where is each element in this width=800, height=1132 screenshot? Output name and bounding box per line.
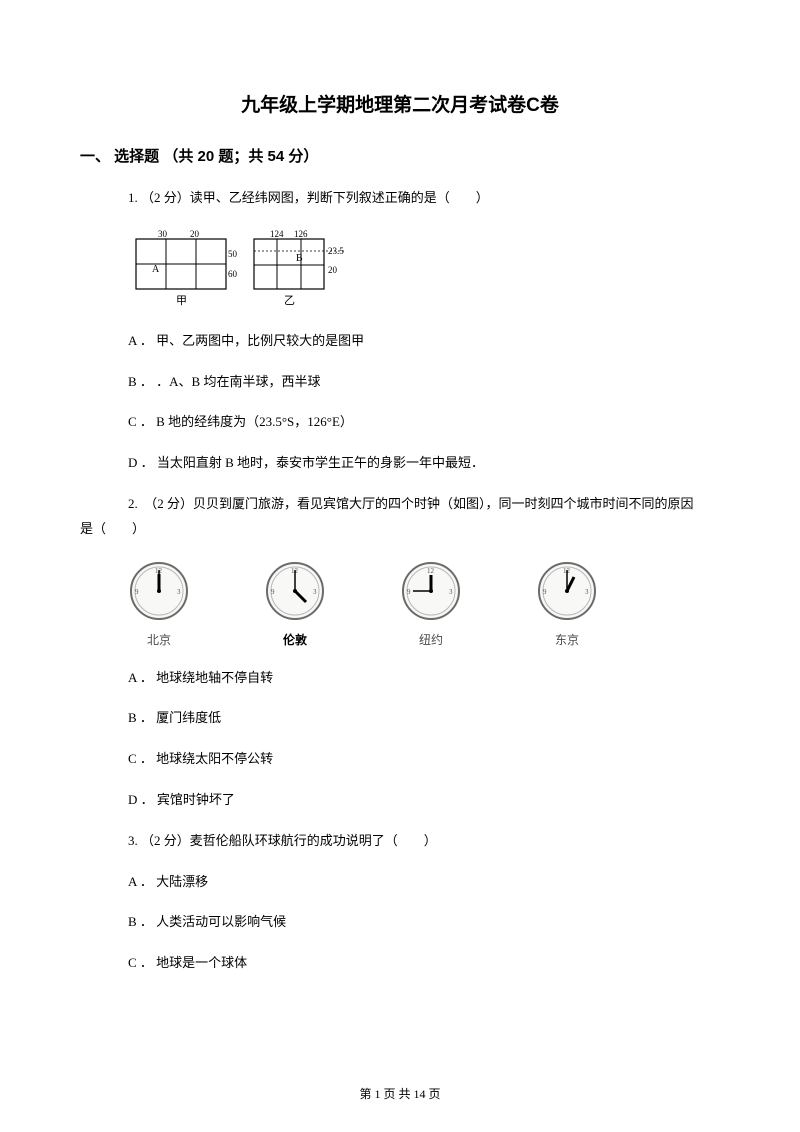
- clock-beijing: 12 3 9 北京: [128, 560, 190, 648]
- clock-label: 东京: [536, 631, 598, 648]
- grid-label: 20: [190, 229, 200, 239]
- q3-stem: 3. （2 分）麦哲伦船队环球航行的成功说明了（ ）: [80, 831, 720, 852]
- svg-text:9: 9: [407, 588, 411, 596]
- grid-label: 124: [270, 229, 284, 239]
- q3-option-c: C ． 地球是一个球体: [80, 953, 720, 974]
- svg-text:3: 3: [449, 588, 453, 596]
- clock-london: 12 3 9 伦敦: [264, 560, 326, 648]
- q2-option-c: C ． 地球绕太阳不停公转: [80, 749, 720, 770]
- grid-mark-b: B: [296, 253, 303, 264]
- q2-option-a: A ． 地球绕地轴不停自转: [80, 668, 720, 689]
- q3-option-a: A ． 大陆漂移: [80, 872, 720, 893]
- clock-label: 北京: [128, 631, 190, 648]
- clock-icon: 12 3 9: [400, 560, 462, 622]
- page-footer: 第 1 页 共 14 页: [0, 1085, 800, 1102]
- svg-text:3: 3: [313, 588, 317, 596]
- grid-label: 30: [158, 229, 168, 239]
- clock-icon: 12 3 9: [128, 560, 190, 622]
- svg-text:9: 9: [543, 588, 547, 596]
- svg-text:3: 3: [177, 588, 181, 596]
- section-header: 一、 选择题 （共 20 题；共 54 分）: [80, 145, 720, 166]
- q1-stem: 1. （2 分）读甲、乙经纬网图，判断下列叙述正确的是（ ）: [80, 188, 720, 209]
- q1-option-b: B ． ．A、B 均在南半球，西半球: [80, 372, 720, 393]
- q2-stem-line2: 是（ ）: [80, 519, 720, 540]
- clock-label: 纽约: [400, 631, 462, 648]
- svg-text:12: 12: [427, 567, 435, 575]
- page-title: 九年级上学期地理第二次月考试卷C卷: [80, 90, 720, 117]
- q2-clocks: 12 3 9 北京 12 3 9 伦敦 12 3 9: [80, 560, 720, 648]
- q1-diagram: 30 20 50 60 A 甲 124 126 23.5 20 B 乙: [80, 229, 720, 311]
- grid-label: 23.5: [328, 246, 344, 256]
- q3-option-b: B ． 人类活动可以影响气候: [80, 912, 720, 933]
- clock-icon: 12 3 9: [536, 560, 598, 622]
- grid-label: 126: [294, 229, 308, 239]
- clock-icon: 12 3 9: [264, 560, 326, 622]
- q2-stem-line1: 2. （2 分）贝贝到厦门旅游，看见宾馆大厅的四个时钟（如图），同一时刻四个城市…: [80, 494, 720, 515]
- grid-caption: 乙: [284, 294, 295, 307]
- grid-mark-a: A: [152, 264, 160, 275]
- svg-text:9: 9: [271, 588, 275, 596]
- grid-caption: 甲: [176, 295, 187, 307]
- grid-label: 50: [228, 249, 238, 259]
- clock-newyork: 12 3 9 纽约: [400, 560, 462, 648]
- svg-text:9: 9: [135, 588, 139, 596]
- svg-text:3: 3: [585, 588, 589, 596]
- q1-option-c: C ． B 地的经纬度为（23.5°S，126°E）: [80, 412, 720, 433]
- clock-label: 伦敦: [264, 631, 326, 648]
- q2-option-d: D ． 宾馆时钟坏了: [80, 790, 720, 811]
- q1-option-d: D ． 当太阳直射 B 地时，泰安市学生正午的身影一年中最短．: [80, 453, 720, 474]
- clock-tokyo: 12 3 9 东京: [536, 560, 598, 648]
- grid-label: 20: [328, 265, 338, 275]
- q2-option-b: B ． 厦门纬度低: [80, 708, 720, 729]
- grid-label: 60: [228, 269, 238, 279]
- q1-option-a: A ． 甲、乙两图中，比例尺较大的是图甲: [80, 331, 720, 352]
